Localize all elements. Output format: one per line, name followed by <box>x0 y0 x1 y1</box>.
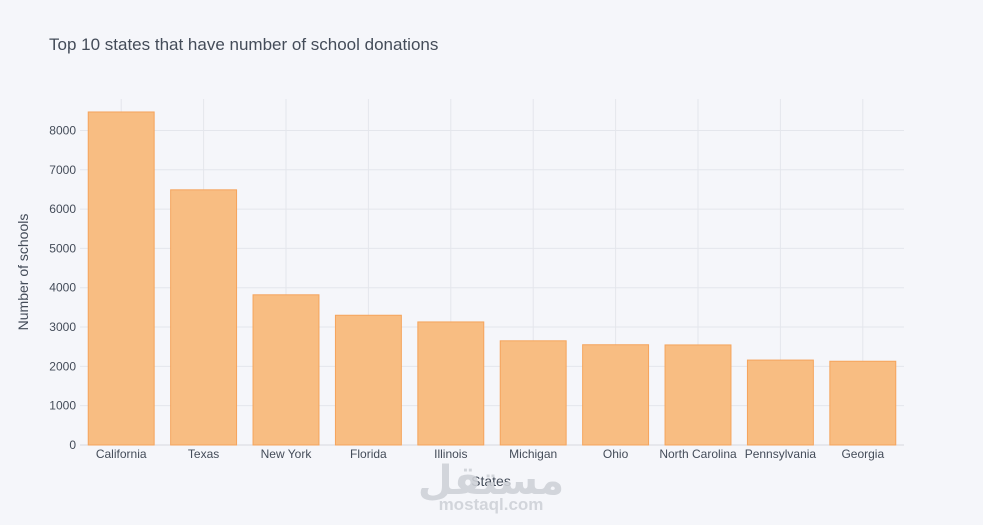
watermark-logo: مستقل mostaql.com <box>418 459 564 514</box>
bar-texas[interactable] <box>170 189 238 446</box>
bar-georgia[interactable] <box>829 360 897 446</box>
y-tick-label: 5000 <box>49 241 76 255</box>
y-tick-label: 8000 <box>49 123 76 137</box>
bars <box>87 111 897 446</box>
watermark-arabic: مستقل <box>418 459 564 503</box>
watermark-latin: mostaql.com <box>439 495 544 514</box>
y-tick-label: 7000 <box>49 163 76 177</box>
x-tick-label: Ohio <box>603 447 629 461</box>
x-tick-label: North Carolina <box>659 447 737 461</box>
bar-michigan[interactable] <box>499 340 567 446</box>
y-tick-label: 0 <box>69 438 76 452</box>
y-tick-label: 4000 <box>49 281 76 295</box>
chart-title: Top 10 states that have number of school… <box>49 35 438 54</box>
x-tick-label: Georgia <box>841 447 884 461</box>
y-tick-labels: 0 1000 2000 3000 4000 5000 6000 7000 8000 <box>49 123 76 452</box>
y-tick-label: 2000 <box>49 359 76 373</box>
x-tick-label: New York <box>261 447 313 461</box>
x-tick-label: Michigan <box>509 447 557 461</box>
x-tick-label: Pennsylvania <box>745 447 817 461</box>
bar-california[interactable] <box>87 111 155 446</box>
y-tick-label: 3000 <box>49 320 76 334</box>
x-tick-label: Florida <box>350 447 387 461</box>
bar-pennsylvania[interactable] <box>746 359 814 446</box>
bar-ohio[interactable] <box>582 344 650 446</box>
y-tick-label: 1000 <box>49 399 76 413</box>
x-tick-label: Illinois <box>434 447 467 461</box>
bar-north-carolina[interactable] <box>664 344 732 446</box>
y-tick-label: 6000 <box>49 202 76 216</box>
x-tick-labels: California Texas New York Florida Illinois Mi… <box>96 447 885 461</box>
bar-new-york[interactable] <box>252 294 320 446</box>
bar-florida[interactable] <box>334 314 402 446</box>
x-tick-label: Texas <box>188 447 219 461</box>
x-axis-title: States <box>471 473 511 489</box>
bar-illinois[interactable] <box>417 321 485 446</box>
y-axis-title: Number of schools <box>15 214 31 331</box>
x-tick-label: California <box>96 447 147 461</box>
